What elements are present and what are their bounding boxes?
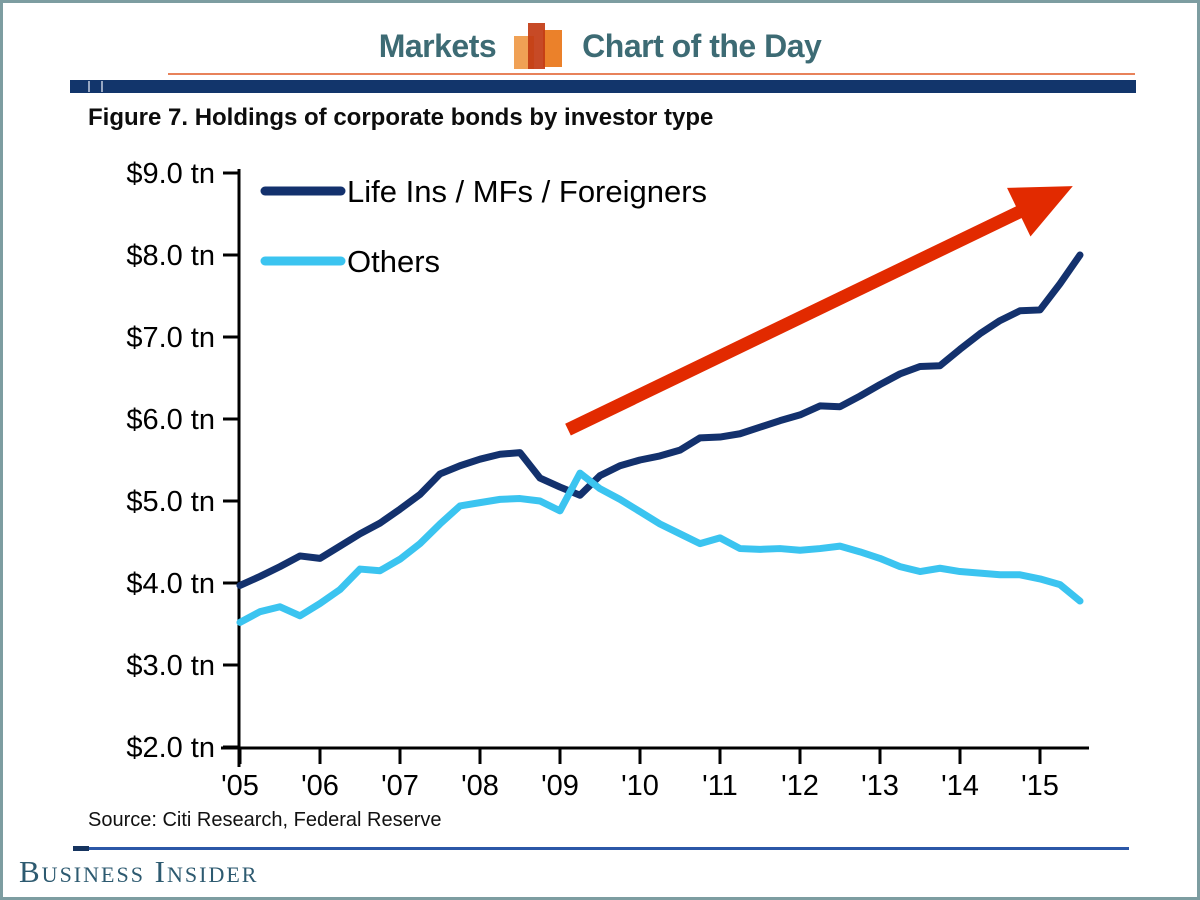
trend-arrow-shaft: [565, 203, 1027, 436]
navy-rule-separator: [88, 81, 90, 92]
y-tick-label: $9.0 tn: [126, 158, 215, 190]
x-tick-label: '10: [621, 770, 659, 802]
legend-label: Others: [347, 244, 440, 279]
y-tick-label: $6.0 tn: [126, 404, 215, 436]
bar-chart-icon: [512, 23, 566, 70]
masthead-title-label: Chart of the Day: [582, 28, 822, 64]
navy-divider-rule: [70, 80, 1136, 93]
footer-rule: [73, 846, 1129, 851]
x-tick-label: '14: [941, 770, 979, 802]
masthead-section-label: Markets: [378, 28, 497, 64]
business-insider-wordmark: Business Insider: [19, 854, 259, 889]
legend-item: Life Ins / MFs / Foreigners: [260, 174, 707, 209]
legend-item: Others: [260, 244, 440, 279]
navy-rule-separator: [101, 81, 103, 92]
orange-divider-rule: [168, 73, 1135, 75]
x-axis-ticks: '05 '06 '07 '08 '09 '10 '11 '12 '13 '14 '15: [221, 748, 1059, 802]
x-tick-label: '05: [221, 770, 259, 802]
series-line-life-ins-mfs-foreigners: [236, 251, 1084, 589]
y-tick-label: $7.0 tn: [126, 322, 215, 354]
masthead: Markets Chart of the Day: [3, 23, 1197, 70]
bond-holdings-chart: $9.0 tn $8.0 tn $7.0 tn $6.0 tn $5.0 tn $4.0 …: [126, 158, 1089, 802]
chart-legend: Life Ins / MFs / Foreigners Others: [260, 174, 707, 279]
x-tick-label: '08: [461, 770, 499, 802]
y-tick-label: $3.0 tn: [126, 650, 215, 682]
y-axis-ticks: $9.0 tn $8.0 tn $7.0 tn $6.0 tn $5.0 tn $4.0 …: [126, 158, 239, 764]
legend-label: Life Ins / MFs / Foreigners: [347, 174, 707, 209]
x-tick-label: '06: [301, 770, 339, 802]
x-tick-label: '09: [541, 770, 579, 802]
bar-chart-icon-bar-middle: [528, 23, 546, 69]
y-tick-label: $5.0 tn: [126, 486, 215, 518]
y-tick-label: $2.0 tn: [126, 732, 215, 764]
figure-title: Figure 7. Holdings of corporate bonds by…: [88, 104, 714, 131]
footer-rule-cap: [73, 846, 89, 851]
y-tick-label: $8.0 tn: [126, 240, 215, 272]
x-tick-label: '11: [702, 770, 738, 802]
bar-chart-icon-bar-right: [543, 30, 563, 67]
series-line-others: [236, 469, 1084, 626]
y-tick-label: $4.0 tn: [126, 568, 215, 600]
trend-arrow-head: [1007, 186, 1073, 237]
source-note: Source: Citi Research, Federal Reserve: [88, 809, 442, 831]
x-tick-label: '13: [861, 770, 899, 802]
x-tick-label: '12: [781, 770, 819, 802]
x-tick-label: '07: [381, 770, 419, 802]
x-tick-label: '15: [1021, 770, 1059, 802]
